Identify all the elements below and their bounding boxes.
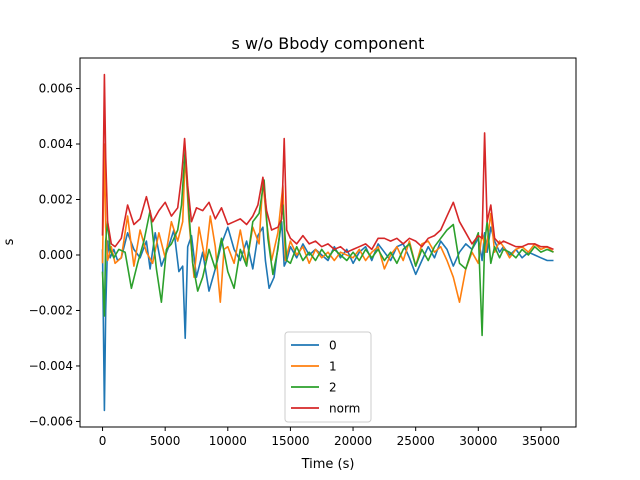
y-tick-label: 0.000: [39, 248, 73, 262]
y-tick-label: 0.004: [39, 137, 73, 151]
y-axis: −0.006 −0.004 −0.002 0.000 0.002 0.004 0.006: [29, 82, 80, 428]
legend-label-0: 0: [329, 339, 337, 353]
x-tick-label: 35000: [522, 434, 560, 448]
chart-title: s w/o Bbody component: [232, 34, 425, 53]
x-tick-label: 25000: [397, 434, 435, 448]
y-tick-label: −0.004: [29, 359, 73, 373]
x-tick-label: 0: [99, 434, 107, 448]
y-tick-label: −0.006: [29, 414, 73, 428]
series-line-0: [101, 220, 554, 412]
x-axis: 0 5000 10000 15000 20000 25000 30000 35000: [99, 427, 560, 448]
series-line-norm: [101, 73, 554, 253]
axes-frame: [79, 57, 577, 428]
y-tick-label: −0.002: [29, 303, 73, 317]
legend: 0 1 2 norm: [284, 331, 372, 423]
x-axis-label: Time (s): [301, 457, 355, 472]
series-line-2: [101, 148, 554, 337]
legend-items: 0 1 2 norm: [291, 339, 360, 416]
x-tick-label: 5000: [150, 434, 181, 448]
y-tick-label: 0.006: [39, 82, 73, 96]
legend-label-1: 1: [329, 360, 337, 374]
x-tick-label: 15000: [271, 434, 309, 448]
legend-frame: [284, 331, 372, 423]
x-tick-label: 20000: [334, 434, 372, 448]
legend-label-norm: norm: [329, 402, 360, 416]
x-tick-label: 30000: [459, 434, 497, 448]
x-tick-label: 10000: [209, 434, 247, 448]
plot-lines: [101, 73, 555, 412]
y-axis-label: s: [2, 238, 17, 245]
y-tick-label: 0.002: [39, 192, 73, 206]
legend-label-2: 2: [329, 381, 337, 395]
